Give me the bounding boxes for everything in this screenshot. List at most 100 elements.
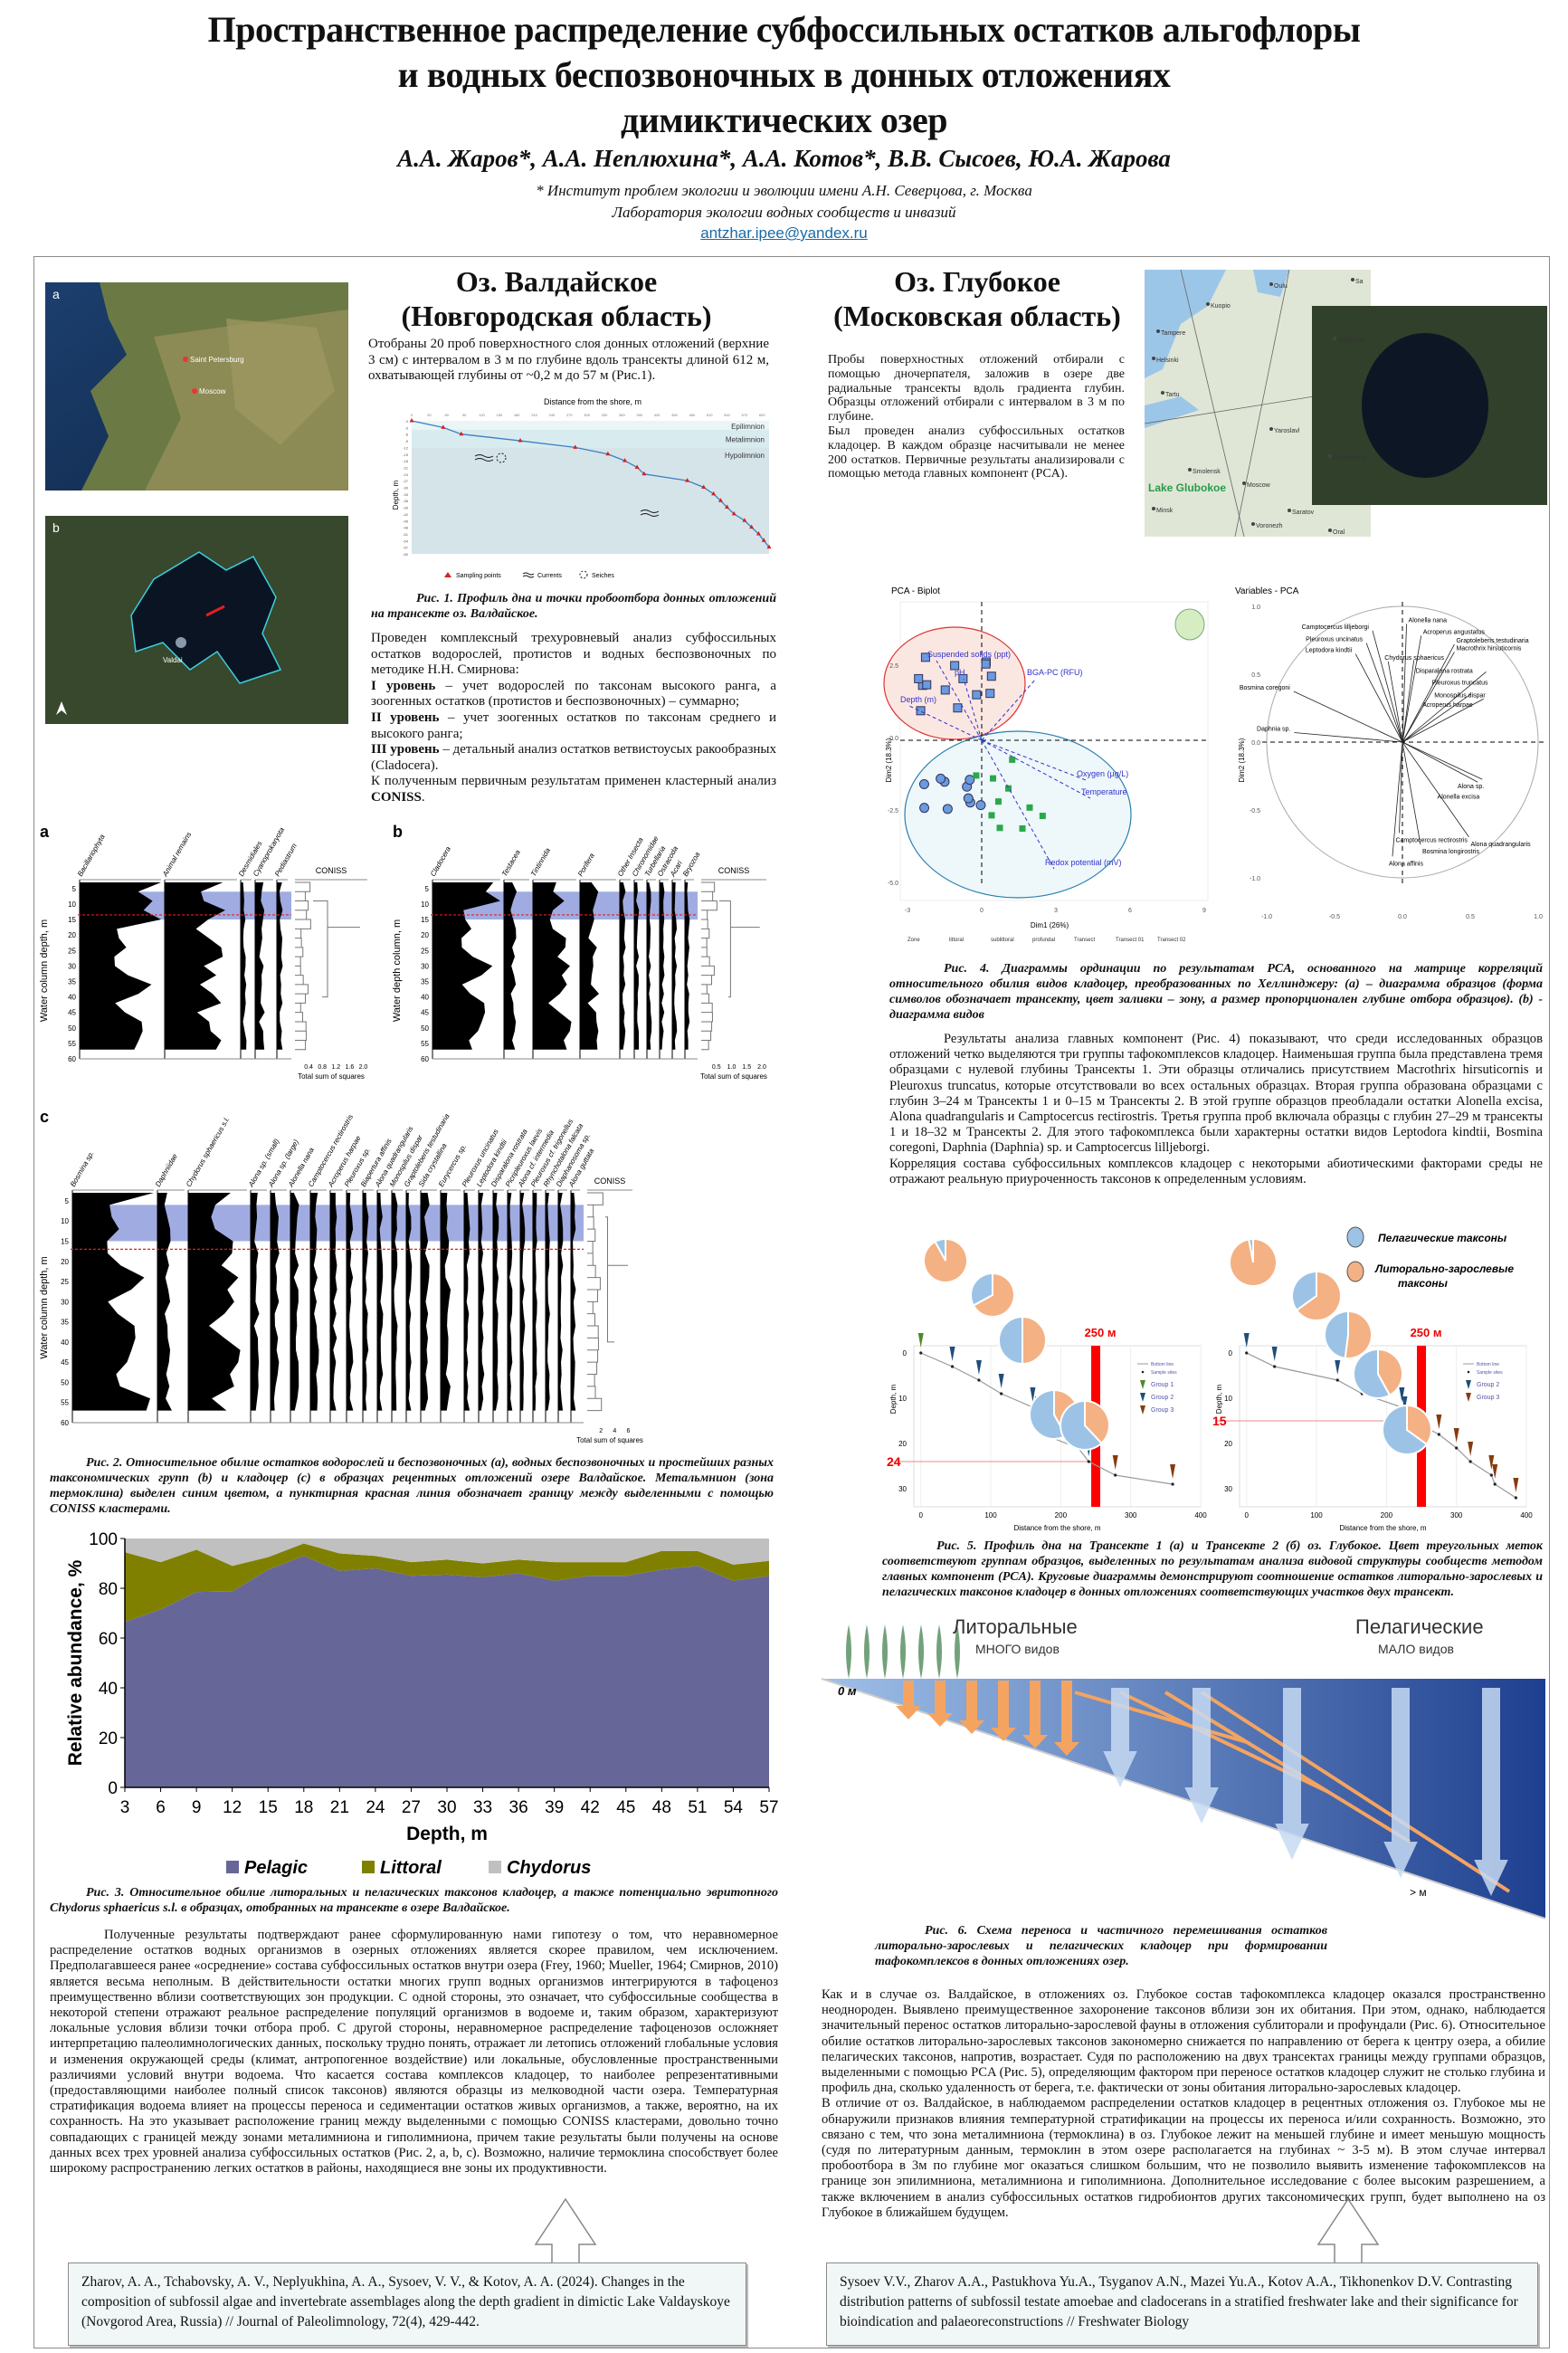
depth-tick-label: 30 [68,962,76,970]
map-lake-glubokoe: Oulu Kuopio Tampere Helsinki Tartu Minsk Smole… [1145,270,1547,537]
variables-title: Variables - PCA [1235,586,1299,596]
pie-littoral-slice [1084,1399,1110,1445]
y-axis-label: Water depth column, m [392,919,403,1022]
sample-point [919,803,930,814]
depth-tick-label: 60 [61,1419,69,1427]
lake-glubokoe-title: Оз. Глубокое (Московская область) [819,264,1136,333]
sample-point [918,779,929,790]
taxon-abundance-silhouette [647,882,652,1050]
x-tick-label: 36 [509,1798,528,1817]
x-tick-label: 0 [919,1511,924,1519]
coniss-dendrogram [587,1192,628,1412]
metalimnion-band [72,1205,584,1242]
x-tick-label: 240 [549,413,556,417]
y-tick-label: -48 [403,526,409,530]
pelagic-arrow [1474,1688,1508,1896]
y-tick-label: 30 [898,1485,907,1493]
taxon-abundance-silhouette [533,1193,537,1411]
taxon-abundance-silhouette [493,1193,499,1411]
north-arrow-icon [56,701,67,715]
legend-label: Sample sites [1151,1370,1177,1376]
legend-swatch [362,1861,375,1873]
x-tick-label: 360 [619,413,625,417]
title-line: и водных беспозвоночных в донных отложен… [397,54,1171,95]
plant-icon [918,1624,924,1679]
taxon-abundance-silhouette [330,1193,337,1411]
pie-littoral-slice [1377,1348,1403,1397]
taxon-label: Daphniidae [154,1152,179,1188]
sample-point [994,798,1002,805]
y-tick-label: 0.0 [1251,740,1260,747]
taxon-label: Pediastrum [273,842,299,878]
pie-pelagic-slice [1353,1348,1392,1399]
sample-point [990,775,997,782]
city-label: Tampere [1161,330,1185,337]
littoral-arrow [1022,1681,1048,1748]
taxon-abundance-silhouette [421,1193,430,1411]
pie-littoral-slice [1406,1404,1432,1446]
sample-site [1087,1460,1090,1463]
sampling-point [573,444,578,449]
group-2-marker [1243,1333,1250,1348]
x-tick-label: -3 [905,908,910,914]
sample-point [1039,813,1046,820]
city-dot [1333,337,1336,340]
pie-littoral-slice [1344,1310,1373,1359]
taxon-abundance-silhouette [660,882,665,1050]
x-tick-label: 24 [366,1798,385,1817]
x-tick-label: 45 [616,1798,635,1817]
taxon-label: Bosmina sp. [69,1149,96,1188]
species-vector [1402,643,1455,743]
email-link[interactable]: antzhar.ipee@yandex.ru [700,224,868,242]
y-tick-label: -36 [403,499,409,503]
sample-point [973,772,980,779]
species-vector [1402,693,1471,743]
x-axis-label: Depth, m [406,1824,488,1844]
x-tick-label: 480 [689,413,695,417]
y-axis-label: Depth, m [889,1384,898,1414]
taxon-label: Bacillariophyta [76,833,107,878]
area-pelagic [125,1556,769,1787]
depth-tick-label: 40 [61,1338,69,1347]
littoral-arrow [959,1681,984,1734]
species-vector [1399,741,1403,834]
city-label: Moscow [1247,482,1271,489]
x-tick-label: 0.0 [1398,914,1407,920]
env-label: Oxygen (µg/L) [1077,769,1128,778]
legend-label: Group 3 [1477,1395,1499,1401]
depth-tick-label: 45 [68,1009,76,1017]
taxon-abundance-silhouette [558,1193,564,1411]
y-tick-label: -39 [403,506,409,510]
x-tick-label: 48 [652,1798,671,1817]
figure-6-scheme: Литоральные МНОГО видов Пелагические МАЛО в… [822,1615,1545,1920]
sample-site [1468,1460,1472,1463]
legend-group-icon [1140,1393,1145,1402]
taxon-abundance-silhouette [504,882,518,1050]
coniss-tick-label: 2 [599,1428,603,1434]
legend-label: Pelagic [244,1858,308,1878]
panel-label: c [40,1108,49,1126]
sample-point [975,800,986,811]
y-tick-label: -9 [404,439,408,443]
y-tick-label: 30 [1224,1485,1232,1493]
env-label: pH [955,668,965,677]
env-vector [936,660,983,741]
legend-label: Пелагические таксоны [1378,1232,1507,1244]
species-vector [1402,698,1484,743]
env-vector [981,739,1091,799]
plant-icon [846,1624,851,1679]
x-tick-label: 150 [496,413,502,417]
coniss-label: CONISS [594,1176,626,1186]
x-tick-label: 6 [1128,908,1132,914]
valdayskoye-discussion: Полученные результаты подтверждают ранее… [50,1928,778,2177]
depth-tick-label: 15 [61,1237,69,1245]
zone-epilimnion [412,421,769,430]
sample-site [950,1365,955,1368]
glubokoe-discussion: Как и в случае оз. Валдайское, в отложен… [822,1987,1545,2221]
sampling-point [518,438,523,443]
depth-tick-label: 40 [421,994,429,1002]
x-tick-label: 3 [120,1798,130,1817]
species-vector [1402,741,1483,780]
x-tick-label: 18 [294,1798,313,1817]
